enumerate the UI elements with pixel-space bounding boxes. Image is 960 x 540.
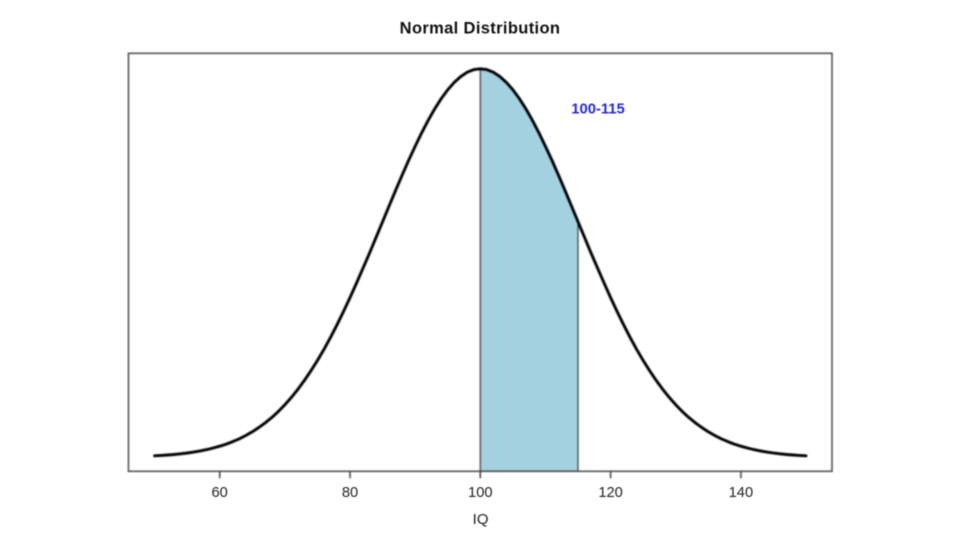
svg-text:IQ: IQ <box>473 511 489 528</box>
svg-text:100: 100 <box>468 485 493 501</box>
svg-text:100-115: 100-115 <box>571 102 625 118</box>
svg-text:120: 120 <box>598 485 623 501</box>
svg-text:60: 60 <box>212 485 228 501</box>
svg-text:Normal Distribution: Normal Distribution <box>400 20 561 38</box>
svg-text:140: 140 <box>729 485 754 501</box>
svg-text:80: 80 <box>342 485 358 501</box>
